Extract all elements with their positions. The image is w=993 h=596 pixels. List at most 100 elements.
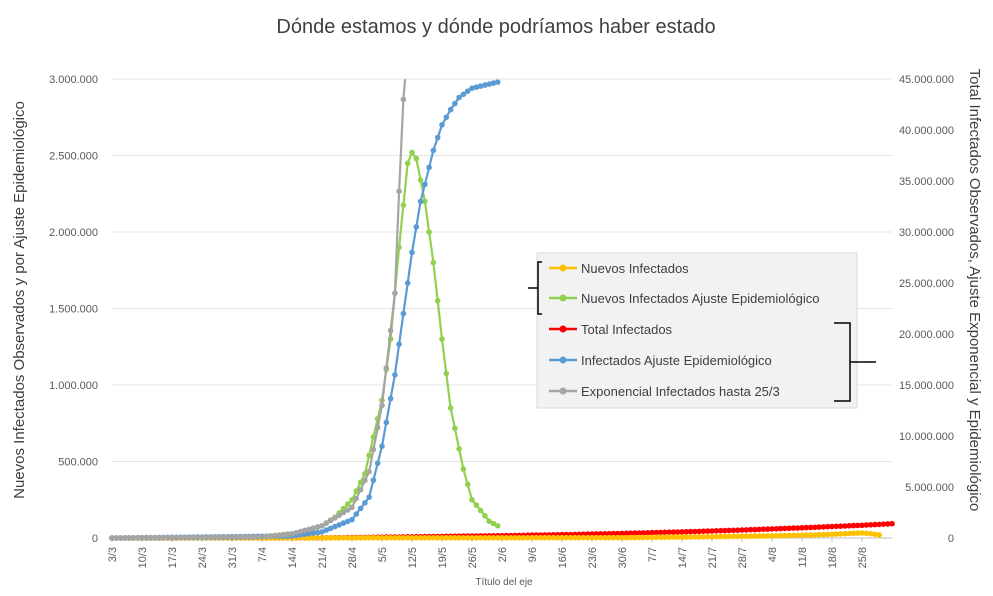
data-point [344,535,351,541]
data-point [602,534,608,541]
data-point [632,530,638,536]
data-point [704,528,711,534]
data-point [876,521,882,528]
data-point [349,516,355,523]
data-point [503,535,510,541]
data-point [773,533,780,539]
data-point [717,527,724,534]
data-point [692,528,698,535]
data-point [409,535,415,541]
data-point [379,402,385,409]
data-point [126,535,132,541]
x-tick-label: 7/4 [257,547,269,562]
data-point [404,160,411,166]
data-point [400,310,407,317]
data-point [477,83,484,89]
data-point [649,534,655,541]
data-point [636,530,642,536]
data-point [370,477,377,484]
data-point [824,531,831,538]
data-point [837,531,844,537]
data-point [379,443,385,450]
data-point [627,534,634,541]
data-point [670,529,677,535]
data-point [340,535,347,541]
data-point [473,535,480,541]
legend-label: Nuevos Infectados [581,261,689,276]
legend-items: Nuevos Infectados Nuevos Infectados Ajust… [549,261,819,399]
data-point [812,532,818,538]
data-point [434,134,441,141]
x-tick-label: 24/3 [197,547,209,568]
legend: Nuevos Infectados Nuevos Infectados Ajust… [528,252,876,409]
data-point [224,534,231,540]
data-point [747,533,754,539]
data-point [443,370,450,377]
data-point [597,531,604,537]
x-tick-label: 10/3 [137,547,149,568]
data-point [499,535,505,541]
data-point [734,533,741,540]
data-point [507,535,514,541]
data-point [512,535,518,541]
data-point [293,530,300,536]
data-point [494,523,501,529]
data-point [383,419,390,426]
chart-title: Dónde estamos y dónde podríamos haber es… [276,16,715,38]
data-point [134,535,141,541]
data-point [336,535,342,541]
data-point [452,100,458,107]
data-point [314,524,321,530]
data-point [687,534,694,540]
data-point [464,535,471,541]
data-point [619,534,625,541]
data-point [439,535,445,541]
data-point [430,535,437,541]
data-point [846,523,852,529]
data-point [760,533,767,539]
x-tick-label: 3/3 [107,547,119,562]
x-tick-label: 21/4 [317,547,329,568]
data-point [777,532,784,539]
legend-label: Total Infectados [581,322,673,337]
data-point [722,533,728,540]
data-point [396,535,402,541]
data-point [494,79,501,85]
data-point [366,494,372,501]
data-point [417,198,424,205]
x-tick-label: 31/3 [227,547,239,568]
data-point [443,535,450,541]
data-point [490,535,497,541]
data-point [859,522,865,529]
data-point [237,534,244,540]
data-point [739,527,745,533]
data-point [833,523,840,530]
data-point [743,533,750,540]
data-point [777,525,784,532]
data-point [400,535,407,541]
data-point [829,531,835,538]
data-point [717,533,724,540]
data-point [584,534,591,541]
data-point [829,523,835,530]
legend-label: Infectados Ajuste Epidemiológico [581,353,772,368]
data-point [619,530,625,537]
data-point [859,530,865,536]
data-point [850,522,857,529]
data-point [867,530,874,537]
data-point [447,535,454,541]
x-tick-label: 30/6 [617,547,629,568]
data-point [314,529,321,536]
x-tick-label: 5/5 [377,547,389,562]
data-point [786,532,792,539]
data-point [824,523,831,530]
x-tick-label: 25/8 [857,547,869,568]
legend-box [536,252,858,409]
y-left-tick-label: 0 [92,533,98,545]
data-point [362,477,368,484]
x-tick-label: 14/7 [677,547,689,568]
data-point [426,535,432,541]
data-point [250,534,257,540]
data-point [580,534,587,541]
x-tick-label: 9/6 [527,547,539,562]
